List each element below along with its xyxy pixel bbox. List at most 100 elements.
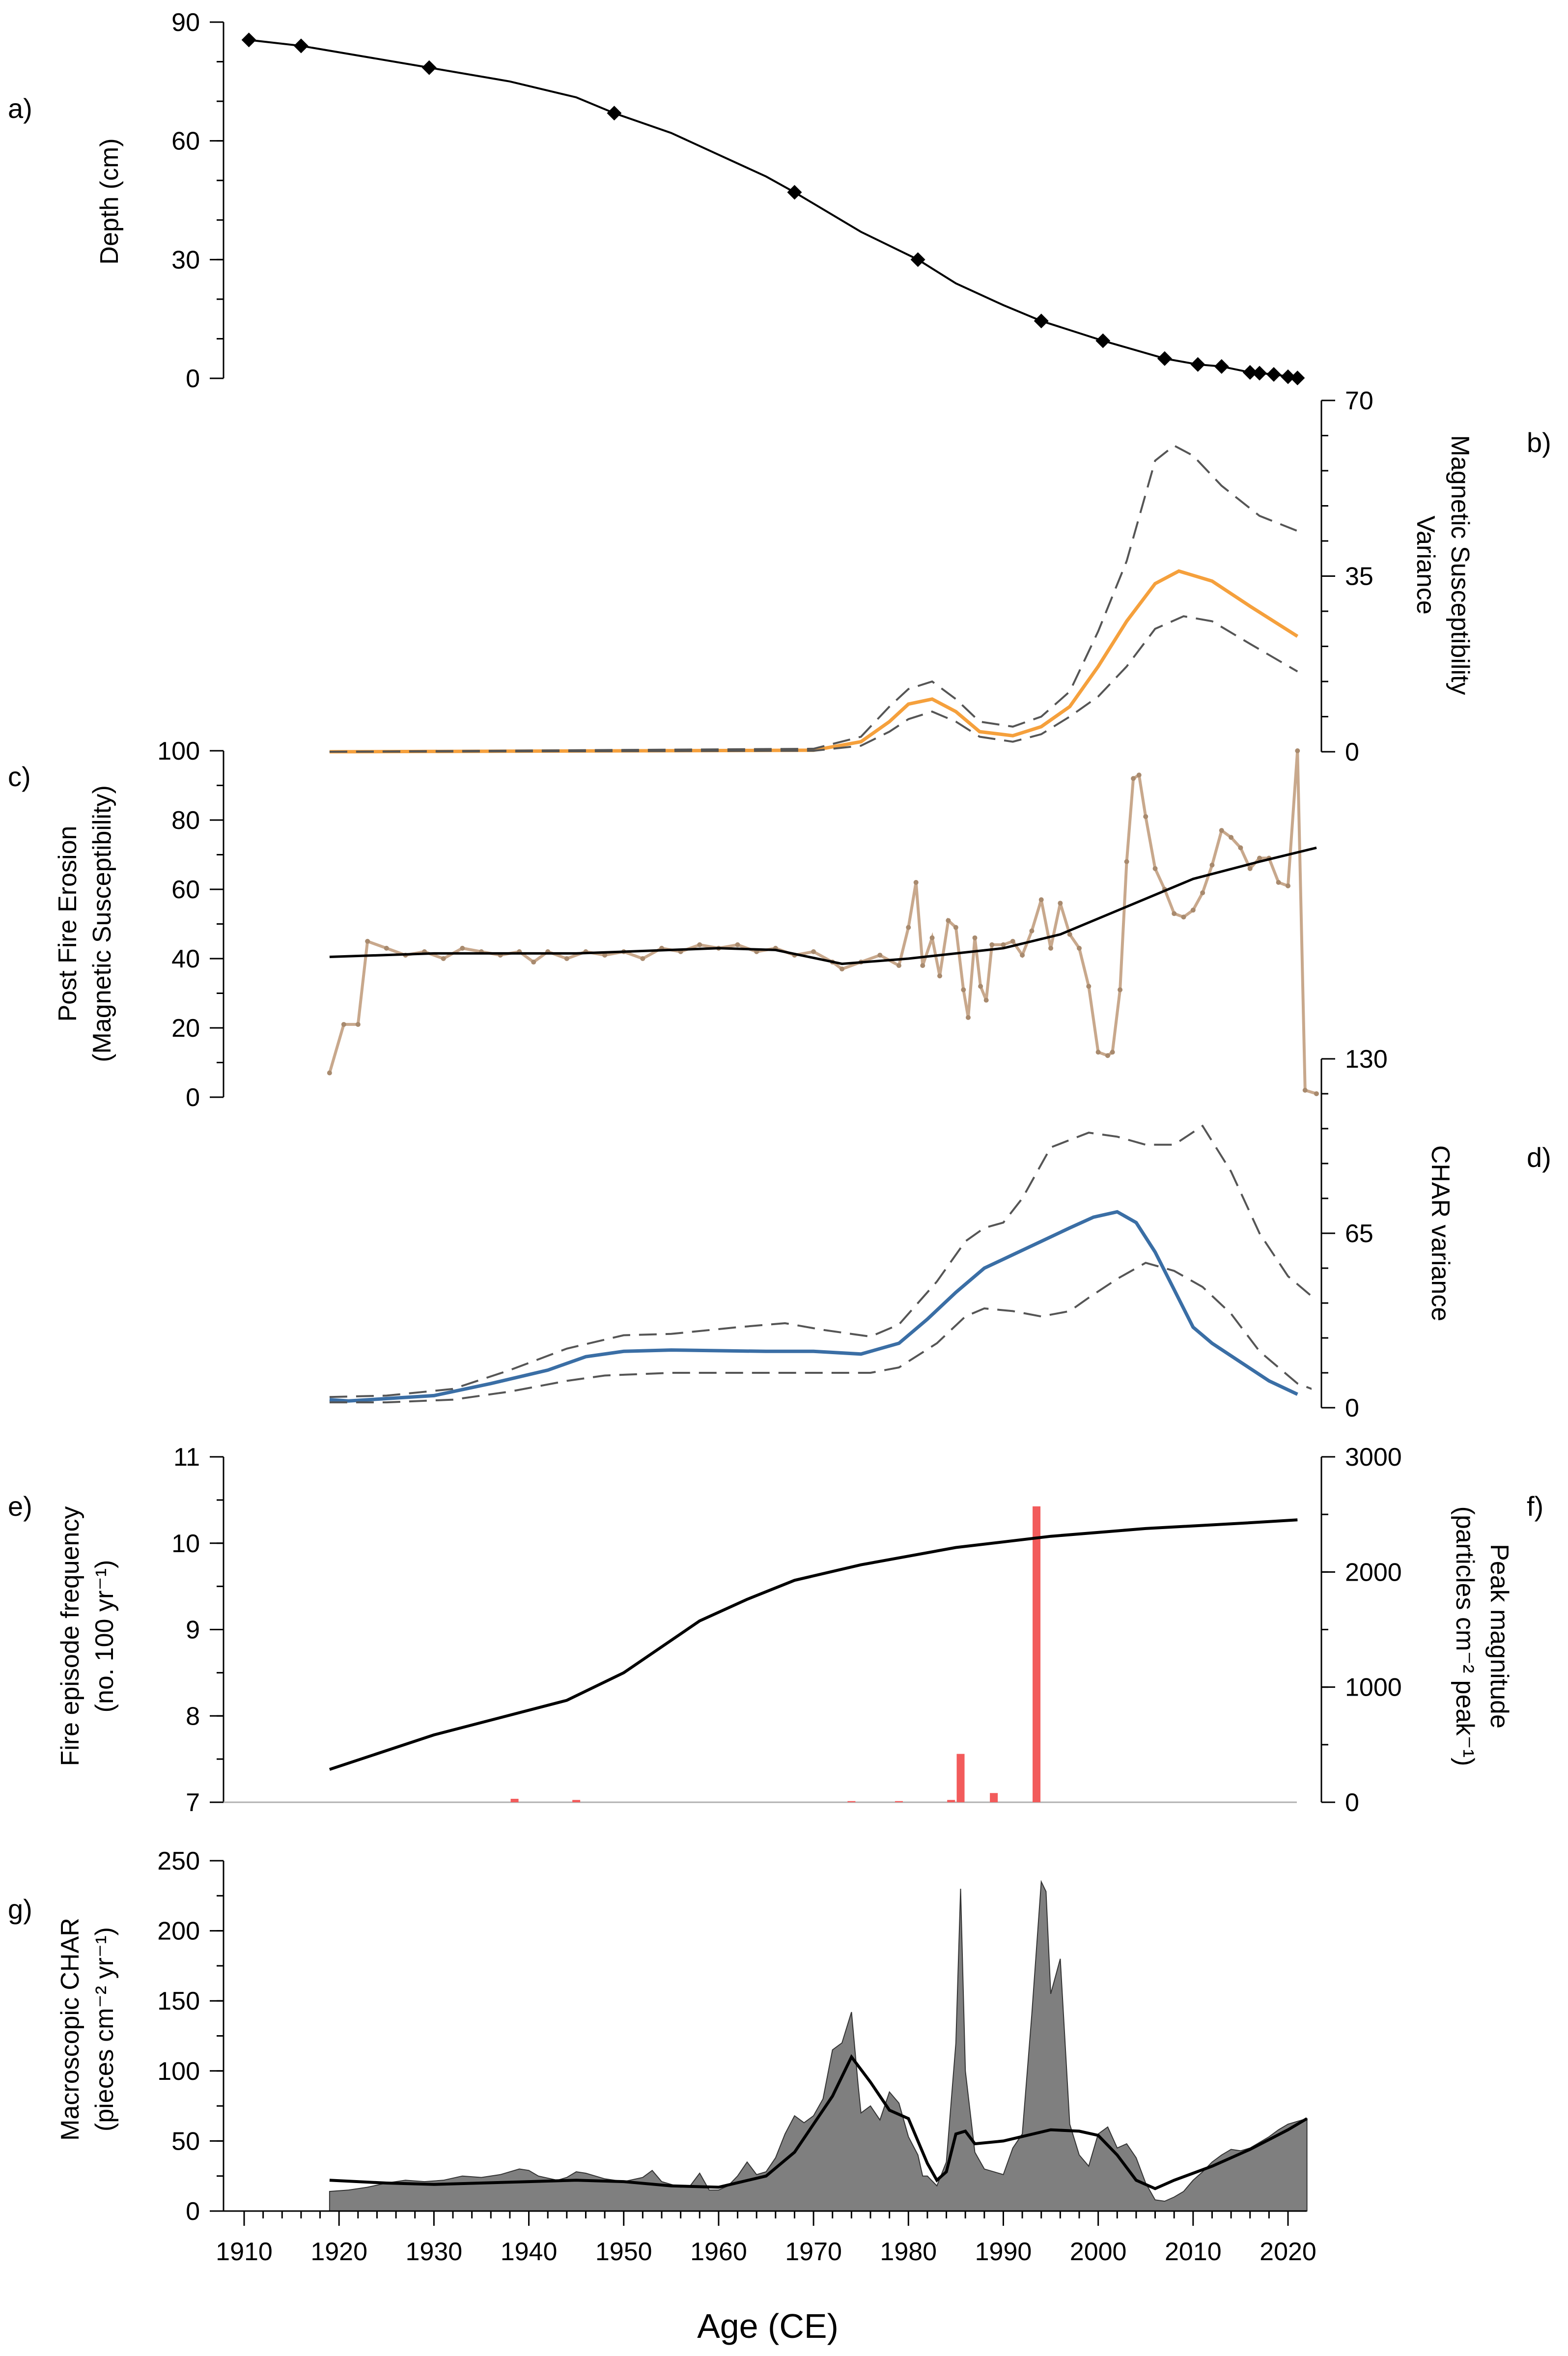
erosion-sample-point <box>1302 1087 1308 1093</box>
y-tick-label: 0 <box>186 1083 200 1112</box>
erosion-sample-point <box>920 963 925 968</box>
erosion-trend-line <box>329 846 1317 965</box>
char-area <box>329 1880 1308 2212</box>
dated-depth-marker <box>1242 365 1258 380</box>
y-axis-title-line: (pieces cm⁻² yr⁻¹) <box>90 1927 119 2131</box>
erosion-sample-point <box>1190 908 1196 913</box>
dated-depth-marker <box>293 38 308 54</box>
erosion-sample-point <box>946 918 951 923</box>
erosion-sample-point <box>735 942 740 947</box>
dated-depth-marker <box>1157 351 1172 366</box>
y-tick-label: 90 <box>171 8 200 37</box>
x-tick-label: 1970 <box>785 2238 842 2266</box>
dated-depth-marker <box>1252 366 1267 381</box>
y-axis-title-line: Macroscopic CHAR <box>56 1918 84 2141</box>
erosion-sample-point <box>972 935 978 940</box>
panel-a-depth-age: 0 30 60 90 Depth (cm) a) <box>8 8 1305 393</box>
erosion-sample-point <box>1276 880 1281 885</box>
peak-magnitude-bar <box>895 1801 903 1802</box>
y-tick-label: 8 <box>186 1702 200 1731</box>
dated-depth-marker <box>607 106 622 121</box>
erosion-sample-point <box>1038 897 1044 903</box>
panel-d-char-variance: 0 65 130 CHAR variance d) <box>329 1045 1551 1422</box>
erosion-sample-point <box>840 966 845 972</box>
erosion-sample-point <box>1095 1050 1101 1055</box>
erosion-sample-point <box>384 945 389 951</box>
erosion-sample-point <box>929 935 935 940</box>
erosion-sample-point <box>365 938 370 944</box>
panel-ef-fire-frequency-peak: 7 8 9 10 11 0 1000 2000 3000 Fire episode frequen… <box>8 1443 1543 1817</box>
erosion-sample-point <box>1209 862 1215 868</box>
dated-depth-marker <box>421 60 437 75</box>
x-tick-label: 1940 <box>501 2238 558 2266</box>
x-tick-label: 1920 <box>310 2238 367 2266</box>
erosion-sample-point <box>1048 945 1054 951</box>
depth-curve <box>249 39 1298 379</box>
y-axis-title-line: (Magnetic Susceptibility) <box>88 785 116 1062</box>
series-lower-line <box>329 615 1298 753</box>
series-upper-line <box>329 1124 1312 1398</box>
peak-magnitude-bar <box>956 1754 965 1802</box>
erosion-sample-point <box>1001 942 1006 947</box>
y-tick-label: 3000 <box>1345 1443 1402 1472</box>
y-tick-label: 50 <box>171 2127 200 2156</box>
y-tick-label: 35 <box>1345 563 1373 591</box>
y-tick-label: 7 <box>186 1788 200 1817</box>
y-tick-label: 80 <box>171 806 200 835</box>
erosion-sample-point <box>906 925 911 930</box>
erosion-sample-point <box>1152 866 1158 871</box>
erosion-sample-point <box>1172 911 1177 916</box>
y-tick-label: 11 <box>173 1443 200 1472</box>
dated-depth-marker <box>1214 359 1229 374</box>
panel-letter: c) <box>8 761 31 792</box>
dated-depth-marker <box>1095 333 1111 348</box>
x-tick-label: 1930 <box>406 2238 463 2266</box>
peak-magnitude-bar <box>847 1801 856 1802</box>
panel-g-macro-char: 0 50 100 150 200 250 Macroscopic CHAR (pieces c… <box>8 1847 1308 2226</box>
erosion-sample-point <box>1257 855 1262 861</box>
y-tick-label: 100 <box>157 737 200 766</box>
dated-depth-marker <box>1190 357 1205 372</box>
dated-depth-marker <box>1034 313 1049 329</box>
dated-depth-marker <box>787 185 802 200</box>
erosion-sample-point <box>1077 945 1082 951</box>
y-tick-label: 0 <box>1345 1394 1359 1422</box>
series-mean-line <box>329 1210 1298 1403</box>
x-axis-title: Age (CE) <box>697 2307 839 2345</box>
y-tick-label: 20 <box>171 1014 200 1043</box>
peak-magnitude-bar <box>947 1800 955 1802</box>
erosion-sample-point <box>1067 932 1072 937</box>
y-tick-label: 0 <box>186 365 200 393</box>
erosion-sample-point <box>531 960 536 965</box>
panel-letter: e) <box>8 1491 32 1522</box>
erosion-sample-point <box>1020 952 1025 958</box>
y-tick-label: 9 <box>186 1616 200 1645</box>
x-axis: 1910 1920 1930 1940 1950 1960 1970 1980 1990 2000… <box>216 2210 1316 2266</box>
erosion-sample-point <box>1086 984 1092 989</box>
y-axis-title-line: Peak magnitude <box>1485 1544 1513 1729</box>
dated-depth-marker <box>1281 369 1295 384</box>
erosion-sample-point <box>937 973 943 979</box>
erosion-sample-point <box>1143 814 1148 819</box>
erosion-sample-point <box>1238 845 1243 851</box>
y-tick-label: 150 <box>157 1987 200 2015</box>
erosion-sample-point <box>1029 928 1035 934</box>
erosion-sample-point <box>341 1022 346 1027</box>
peak-magnitude-bar <box>510 1798 519 1802</box>
erosion-sample-point <box>913 880 919 885</box>
y-tick-label: 10 <box>171 1530 200 1558</box>
y-tick-label: 2000 <box>1345 1558 1402 1587</box>
erosion-sample-point <box>460 945 465 951</box>
x-tick-label: 2020 <box>1260 2238 1316 2266</box>
peak-magnitude-bar <box>990 1793 998 1802</box>
panel-letter: a) <box>8 93 32 124</box>
erosion-sample-point <box>877 952 883 958</box>
erosion-sample-point <box>989 942 995 947</box>
erosion-raw-line <box>328 750 1317 1095</box>
erosion-sample-point <box>564 956 569 961</box>
dated-depth-marker <box>1290 370 1305 386</box>
erosion-sample-point <box>1314 1091 1319 1096</box>
y-tick-label: 0 <box>1345 738 1359 766</box>
